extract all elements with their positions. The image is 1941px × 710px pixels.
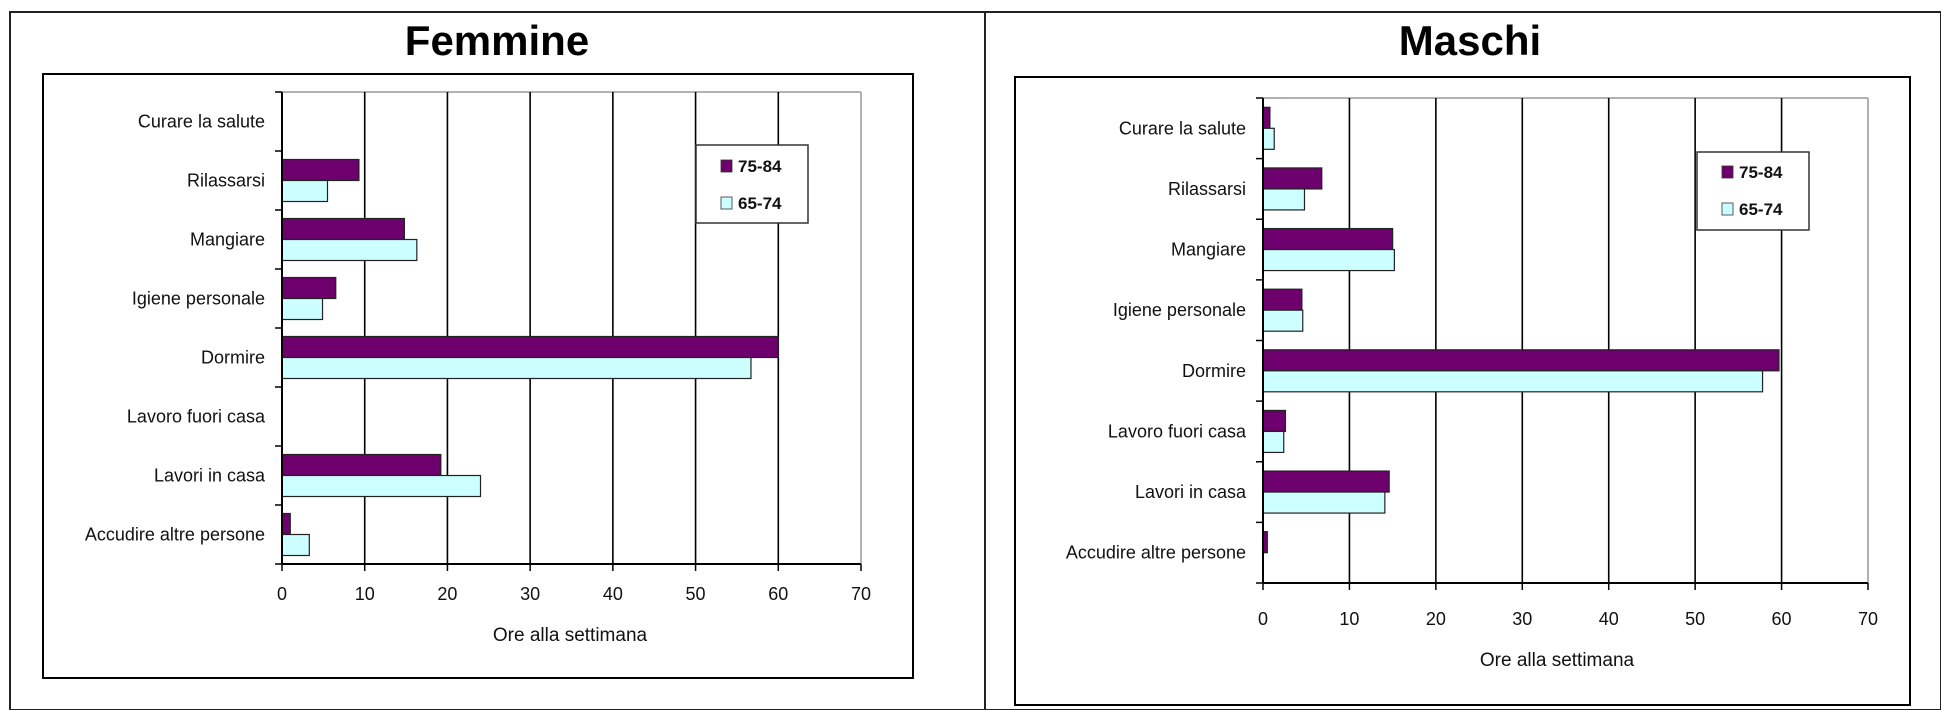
bar-65-74-dormire bbox=[1262, 370, 1764, 393]
category-label-curare-la-salute: Curare la salute bbox=[138, 112, 265, 132]
bars-group bbox=[281, 158, 779, 557]
bar-75-84-rilassarsi bbox=[281, 158, 360, 182]
x-tick-label: 20 bbox=[1426, 609, 1446, 629]
x-tick-label: 40 bbox=[603, 584, 623, 604]
bar-75-84-dormire bbox=[1262, 349, 1780, 372]
category-label-lavori-in-casa: Lavori in casa bbox=[154, 466, 266, 486]
chart-title: Femmine bbox=[405, 17, 589, 64]
category-label-dormire: Dormire bbox=[201, 348, 265, 368]
bar-75-84-lavori-in-casa bbox=[1262, 470, 1390, 493]
bar-65-74-lavoro-fuori-casa bbox=[1262, 430, 1285, 454]
legend-label-65-74: 65-74 bbox=[1739, 200, 1783, 219]
x-tick-labels: 0 10 20 30 40 50 60 70 bbox=[277, 584, 871, 604]
category-label-rilassarsi: Rilassarsi bbox=[187, 171, 265, 191]
category-labels: Curare la salute Rilassarsi Mangiare Igiene… bbox=[1066, 118, 1247, 562]
legend: 75-84 65-74 bbox=[1696, 151, 1810, 231]
x-tick-label: 10 bbox=[1339, 609, 1359, 629]
category-labels: Curare la salute Rilassarsi Mangiare Igiene… bbox=[85, 112, 266, 545]
category-label-igiene-personale: Igiene personale bbox=[132, 289, 265, 309]
panel-femmine: Femmine 0 10 20 30 40 50 60 70 Curare la salute… bbox=[42, 17, 914, 679]
legend-swatch-75-84 bbox=[720, 159, 733, 173]
x-tick-label: 20 bbox=[437, 584, 457, 604]
legend-box bbox=[695, 144, 809, 224]
bar-75-84-mangiare bbox=[1262, 227, 1394, 251]
bar-65-74-rilassarsi bbox=[1262, 188, 1306, 211]
x-tick-label: 0 bbox=[277, 584, 287, 604]
bar-75-84-lavoro-fuori-casa bbox=[1262, 409, 1287, 433]
bar-75-84-igiene-personale bbox=[1262, 288, 1303, 311]
bar-65-74-rilassarsi bbox=[281, 179, 329, 203]
x-tick-label: 50 bbox=[686, 584, 706, 604]
x-tick-label: 10 bbox=[355, 584, 375, 604]
legend-swatch-65-74 bbox=[720, 196, 733, 210]
legend-label-75-84: 75-84 bbox=[738, 157, 782, 176]
x-tick-label: 30 bbox=[1512, 609, 1532, 629]
bars-group bbox=[1262, 106, 1780, 554]
legend-label-75-84: 75-84 bbox=[1739, 163, 1783, 182]
x-tick-label: 60 bbox=[768, 584, 788, 604]
category-label-mangiare: Mangiare bbox=[190, 230, 265, 250]
bar-75-84-dormire bbox=[281, 335, 779, 359]
bar-75-84-accudire-altre-persone bbox=[281, 512, 291, 536]
category-label-curare-la-salute: Curare la salute bbox=[1119, 118, 1246, 138]
bar-75-84-mangiare bbox=[281, 217, 406, 241]
legend-swatch-65-74 bbox=[1721, 202, 1734, 216]
x-tick-label: 40 bbox=[1599, 609, 1619, 629]
page-frame bbox=[9, 11, 1941, 710]
bar-65-74-igiene-personale bbox=[1262, 309, 1304, 332]
category-label-rilassarsi: Rilassarsi bbox=[1168, 179, 1246, 199]
axes bbox=[275, 91, 862, 571]
legend-label-65-74: 65-74 bbox=[738, 194, 782, 213]
category-label-igiene-personale: Igiene personale bbox=[1113, 300, 1246, 320]
chart-title: Maschi bbox=[1399, 17, 1541, 64]
category-label-lavori-in-casa: Lavori in casa bbox=[1135, 482, 1247, 502]
bar-65-74-curare-la-salute bbox=[1262, 127, 1275, 150]
category-label-lavoro-fuori-casa: Lavoro fuori casa bbox=[1108, 421, 1247, 441]
category-label-accudire-altre-persone: Accudire altre persone bbox=[85, 525, 265, 545]
bar-65-74-lavori-in-casa bbox=[1262, 491, 1386, 514]
x-tick-label: 30 bbox=[520, 584, 540, 604]
x-tick-label: 60 bbox=[1772, 609, 1792, 629]
x-tick-label: 50 bbox=[1685, 609, 1705, 629]
bar-75-84-lavori-in-casa bbox=[281, 453, 442, 477]
bar-65-74-lavori-in-casa bbox=[281, 474, 482, 498]
legend-swatch-75-84 bbox=[1721, 165, 1734, 179]
legend-box bbox=[1696, 151, 1810, 231]
x-axis-label: Ore alla settimana bbox=[493, 625, 648, 646]
x-tick-label: 0 bbox=[1258, 609, 1268, 629]
axes bbox=[1256, 97, 1869, 590]
bar-75-84-curare-la-salute bbox=[1262, 106, 1271, 129]
legend: 75-84 65-74 bbox=[695, 144, 809, 224]
bar-75-84-igiene-personale bbox=[281, 276, 337, 300]
bar-65-74-accudire-altre-persone bbox=[281, 533, 310, 557]
x-axis-label: Ore alla settimana bbox=[1480, 650, 1635, 671]
panel-maschi: Maschi 0 10 20 30 40 50 60 70 Curare la salute R… bbox=[1014, 17, 1911, 706]
category-label-lavoro-fuori-casa: Lavoro fuori casa bbox=[127, 407, 266, 427]
category-label-accudire-altre-persone: Accudire altre persone bbox=[1066, 543, 1246, 563]
x-tick-label: 70 bbox=[1858, 609, 1878, 629]
category-label-mangiare: Mangiare bbox=[1171, 240, 1246, 260]
bar-65-74-mangiare bbox=[281, 238, 418, 262]
bar-65-74-igiene-personale bbox=[281, 297, 324, 321]
bar-65-74-dormire bbox=[281, 356, 752, 380]
x-tick-label: 70 bbox=[851, 584, 871, 604]
bar-65-74-mangiare bbox=[1262, 248, 1395, 272]
category-label-dormire: Dormire bbox=[1182, 361, 1246, 381]
x-tick-labels: 0 10 20 30 40 50 60 70 bbox=[1258, 609, 1878, 629]
bar-75-84-rilassarsi bbox=[1262, 167, 1323, 190]
